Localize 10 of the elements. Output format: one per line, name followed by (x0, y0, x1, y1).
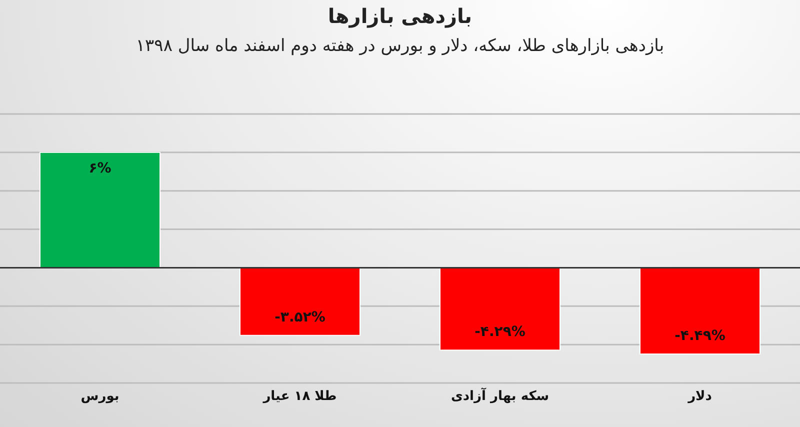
data-label: -۳.۵۲% (274, 309, 326, 326)
data-label: -۴.۲۹% (474, 324, 526, 340)
x-tick-label: دلار (687, 389, 712, 404)
chart-subtitle: بازدهی بازارهای طلا، سکه، دلار و بورس در هفته دوم اسفند ماه سال ۱۳۹۸ (134, 36, 666, 56)
x-tick-label: بورس (80, 389, 120, 404)
data-label: ۶% (88, 160, 112, 176)
x-tick-label: طلا ۱۸ عیار (262, 389, 337, 404)
chart-title: بازدهی بازارها (326, 4, 474, 28)
data-label: -۴.۴۹% (674, 328, 726, 344)
x-tick-label: سکه بهار آزادی (450, 387, 550, 404)
